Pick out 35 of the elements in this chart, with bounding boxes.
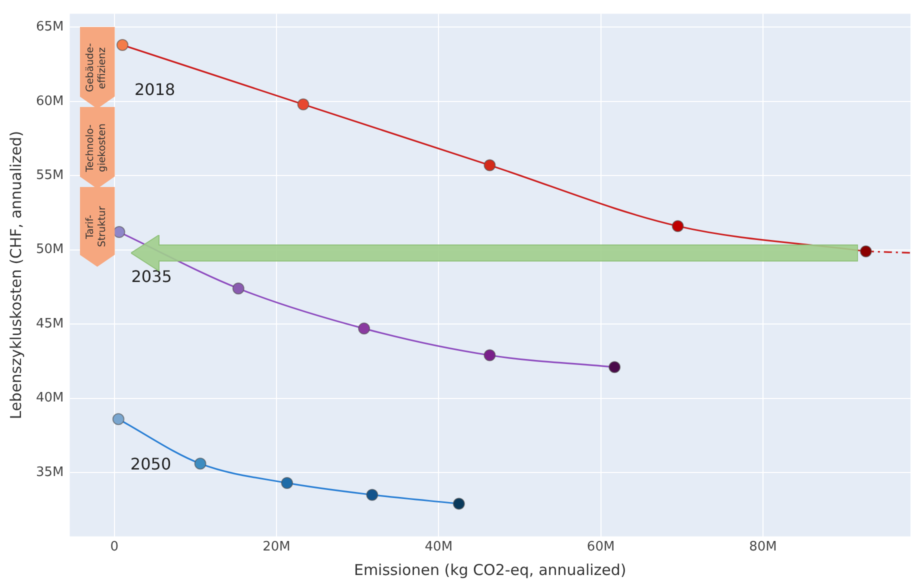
annotation: Tarif-Struktur — [85, 205, 110, 250]
point — [484, 349, 496, 362]
point — [608, 361, 621, 374]
y-tick-label: 65M — [36, 20, 64, 35]
x-tick-label: 40M — [424, 540, 453, 555]
point — [232, 282, 244, 294]
point — [116, 38, 128, 51]
annotation: Technolo-giekosten — [85, 122, 110, 174]
point — [860, 245, 872, 258]
y-tick-label: 60M — [36, 94, 64, 109]
y-tick-label: 55M — [36, 168, 64, 184]
x-axis-title: Emissionen (kg CO2-eq, annualized) — [354, 560, 626, 579]
series-label: 2018 — [134, 80, 176, 100]
point — [366, 488, 378, 501]
y-tick-label: 35M — [36, 464, 64, 480]
point — [194, 458, 206, 470]
point — [452, 498, 465, 510]
point — [297, 98, 310, 110]
point — [113, 226, 126, 238]
y-tick-label: 50M — [36, 242, 64, 258]
series-label: 2050 — [130, 454, 172, 474]
point — [672, 220, 684, 232]
point — [484, 159, 496, 172]
y-tick-label: 45M — [36, 316, 64, 332]
x-tick-label: 0 — [110, 540, 118, 555]
point — [112, 413, 124, 426]
x-tick-label: 20M — [262, 540, 290, 555]
point — [358, 322, 370, 335]
series-label: 2035 — [131, 267, 172, 286]
x-tick-label: 80M — [749, 540, 777, 555]
annotation: Gebäude-effizienz — [85, 42, 110, 94]
point — [281, 476, 294, 489]
x-tick-label: 60M — [586, 540, 615, 555]
y-tick-label: 40M — [36, 390, 64, 406]
y-axis-title: Lebenszykluskosten (CHF, annualized) — [6, 130, 25, 420]
